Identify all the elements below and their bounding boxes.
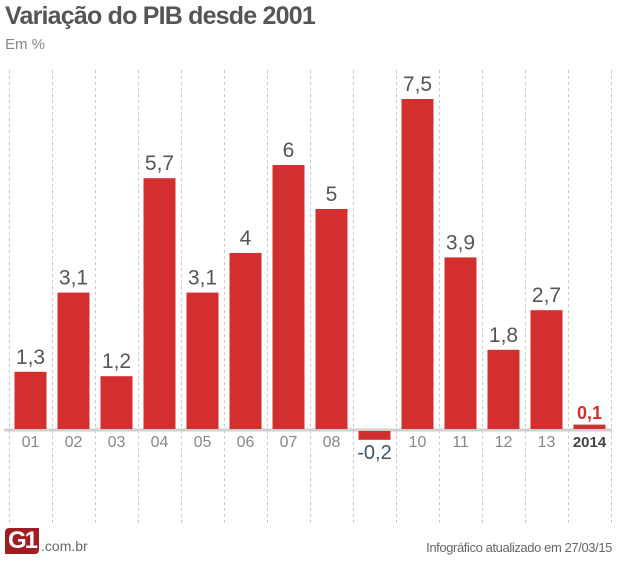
category-label-13: 13 bbox=[538, 434, 556, 451]
bar-01 bbox=[14, 371, 47, 429]
value-label-08: 5 bbox=[326, 183, 338, 206]
bar-03 bbox=[100, 376, 133, 429]
bar-2014 bbox=[573, 424, 606, 429]
category-label-12: 12 bbox=[495, 434, 513, 451]
bar-04 bbox=[143, 178, 176, 429]
category-label-07: 07 bbox=[280, 434, 298, 451]
category-label-01: 01 bbox=[22, 434, 40, 451]
category-label-03: 03 bbox=[108, 434, 126, 451]
bar-12 bbox=[487, 349, 520, 429]
g1-logo[interactable]: G1 .com.br bbox=[5, 528, 88, 554]
bar-08 bbox=[315, 209, 348, 429]
value-label-05: 3,1 bbox=[188, 267, 217, 290]
value-label-2014: 0,1 bbox=[577, 403, 602, 423]
logo-domain: .com.br bbox=[41, 538, 88, 554]
value-label-06: 4 bbox=[240, 227, 252, 250]
bar-11 bbox=[444, 257, 477, 429]
category-label-2014: 2014 bbox=[573, 434, 607, 451]
bar-10 bbox=[401, 99, 434, 429]
category-label-04: 04 bbox=[151, 434, 169, 451]
value-label-01: 1,3 bbox=[16, 346, 45, 369]
value-label-11: 3,9 bbox=[446, 231, 475, 254]
bar-02 bbox=[57, 292, 90, 429]
bar-06 bbox=[229, 253, 262, 429]
category-label-08: 08 bbox=[323, 434, 341, 451]
value-label-02: 3,1 bbox=[59, 267, 88, 290]
value-label-07: 6 bbox=[283, 139, 295, 162]
chart-subtitle: Em % bbox=[5, 36, 46, 53]
value-label-12: 1,8 bbox=[489, 324, 518, 347]
bar-09 bbox=[358, 431, 391, 440]
g1-logo-mark: G1 bbox=[5, 528, 40, 554]
category-label-11: 11 bbox=[452, 434, 469, 451]
value-label-04: 5,7 bbox=[145, 152, 174, 175]
bar-13 bbox=[530, 310, 563, 429]
bar-05 bbox=[186, 292, 219, 429]
value-label-09: -0,2 bbox=[357, 442, 391, 464]
value-label-03: 1,2 bbox=[102, 350, 131, 373]
category-label-10: 10 bbox=[409, 434, 427, 451]
category-label-02: 02 bbox=[65, 434, 83, 451]
category-label-05: 05 bbox=[194, 434, 212, 451]
value-label-13: 2,7 bbox=[532, 284, 561, 307]
chart-title: Variação do PIB desde 2001 bbox=[5, 2, 316, 30]
category-label-06: 06 bbox=[237, 434, 255, 451]
update-note: Infográfico atualizado em 27/03/15 bbox=[426, 540, 612, 555]
value-label-10: 7,5 bbox=[403, 73, 432, 96]
bar-07 bbox=[272, 165, 305, 429]
